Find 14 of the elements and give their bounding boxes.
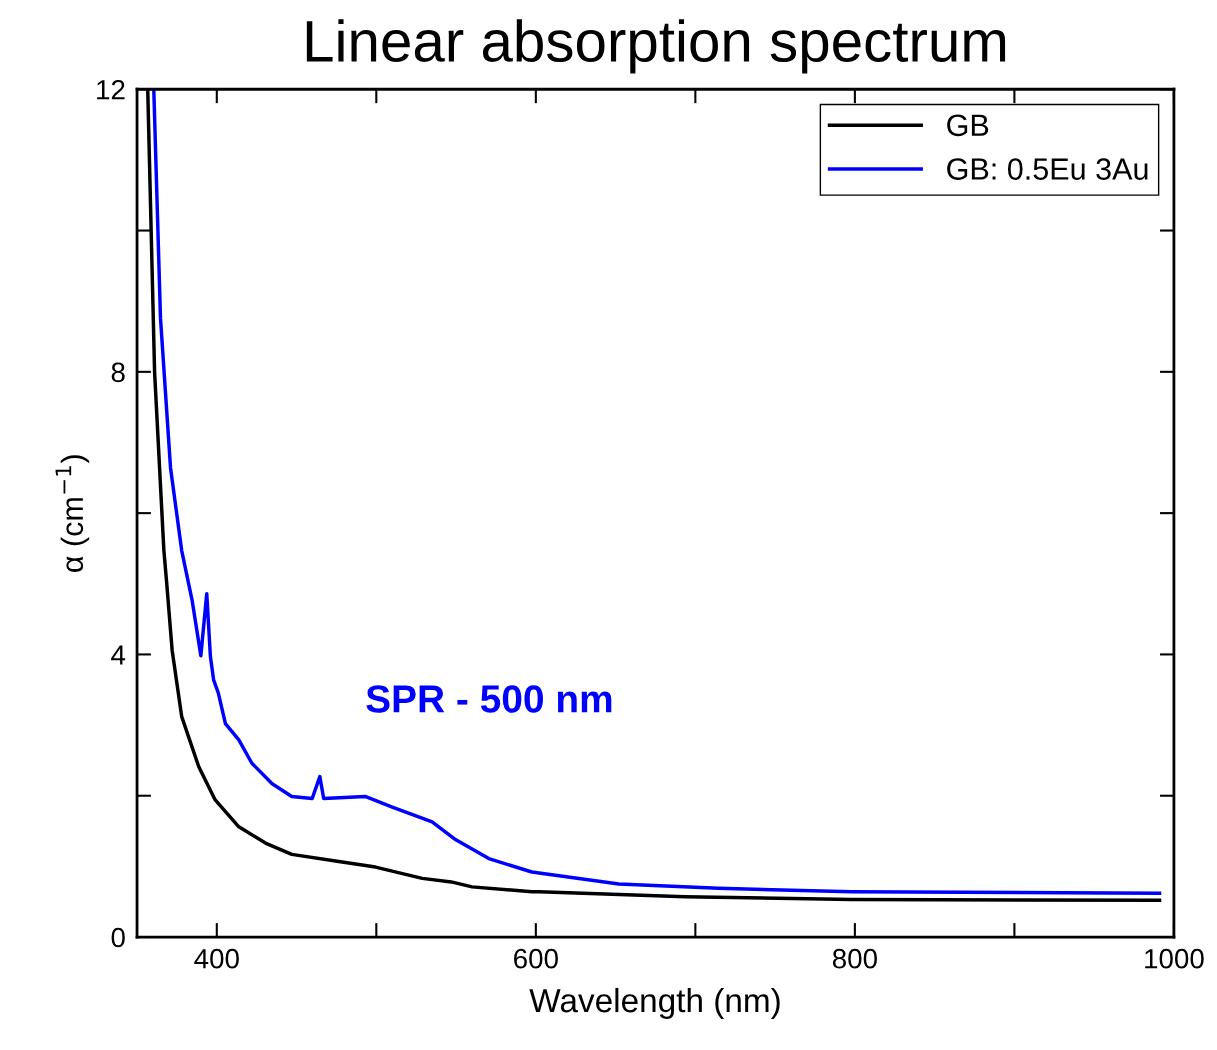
y-tick-label: 12: [97, 79, 125, 100]
annotation: SPR - 500 nm: [366, 685, 612, 713]
x-tick-label: 1000: [1145, 948, 1204, 969]
x-tick-label: 400: [194, 948, 239, 969]
x-tick-label: 600: [514, 948, 558, 969]
legend-label: GB: [947, 114, 989, 137]
y-tick-label: 8: [111, 362, 125, 383]
x-axis-title: Wavelength (nm): [529, 987, 780, 1019]
y-tick-label: 4: [111, 645, 126, 665]
chart-title: Linear absorption spectrum: [306, 19, 1006, 74]
y-axis-title: α (cm$^{−1}$): [55, 455, 90, 572]
y-tick-label: 0: [111, 927, 125, 948]
x-tick-label: 800: [832, 948, 877, 969]
legend-label: GB: 0.5Eu 3Au: [947, 158, 1148, 180]
